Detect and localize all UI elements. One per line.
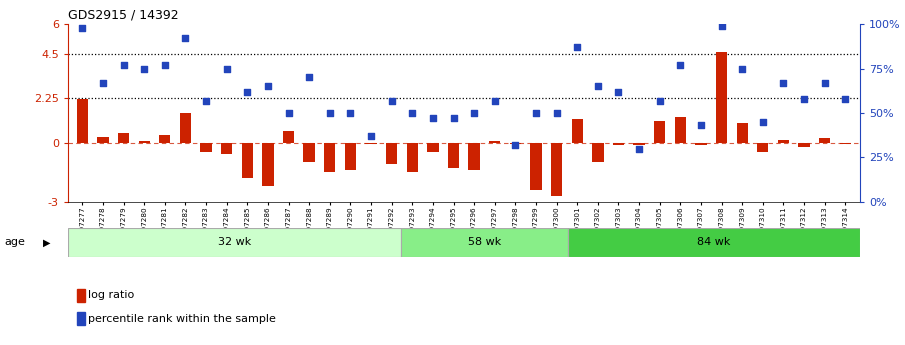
Bar — [97, 137, 109, 142]
Text: ▶: ▶ — [43, 237, 51, 247]
Point — [488, 98, 502, 103]
Text: log ratio: log ratio — [89, 290, 135, 300]
Point — [385, 98, 399, 103]
Point — [302, 75, 317, 80]
Point — [529, 110, 543, 116]
Bar — [798, 142, 810, 147]
Point — [570, 45, 585, 50]
Point — [591, 83, 605, 89]
Bar — [674, 117, 686, 142]
Point — [364, 133, 378, 139]
Bar — [819, 138, 831, 142]
Bar — [159, 135, 170, 142]
Bar — [262, 142, 273, 186]
Point — [817, 80, 832, 86]
Bar — [695, 142, 707, 145]
Bar — [200, 142, 212, 152]
Bar — [654, 121, 665, 142]
Point — [178, 36, 193, 41]
Point — [199, 98, 214, 103]
Point — [117, 62, 131, 68]
Text: 32 wk: 32 wk — [218, 237, 252, 247]
Bar — [386, 142, 397, 164]
Point — [653, 98, 667, 103]
Bar — [77, 99, 88, 142]
Point — [281, 110, 296, 116]
Point — [219, 66, 233, 71]
Bar — [737, 123, 748, 142]
Bar — [303, 142, 315, 162]
Point — [756, 119, 770, 125]
Bar — [77, 312, 85, 325]
Point — [137, 66, 151, 71]
Bar — [489, 141, 500, 142]
Bar — [221, 142, 233, 155]
Text: percentile rank within the sample: percentile rank within the sample — [89, 314, 276, 324]
Bar — [283, 131, 294, 142]
Bar — [68, 228, 401, 257]
Bar — [551, 142, 562, 196]
Bar — [613, 142, 624, 145]
Point — [261, 83, 275, 89]
Text: 58 wk: 58 wk — [468, 237, 501, 247]
Point — [425, 116, 440, 121]
Point — [75, 25, 90, 30]
Text: 84 wk: 84 wk — [697, 237, 730, 247]
Bar — [777, 140, 789, 142]
Bar — [401, 228, 568, 257]
Bar — [716, 52, 728, 142]
Bar — [757, 142, 768, 152]
Point — [96, 80, 110, 86]
Point — [343, 110, 357, 116]
Bar — [345, 142, 356, 170]
Point — [776, 80, 791, 86]
Point — [838, 96, 853, 101]
Point — [735, 66, 749, 71]
Bar — [572, 119, 583, 142]
Bar — [242, 142, 253, 178]
Bar — [180, 113, 191, 142]
Point — [796, 96, 811, 101]
Bar — [406, 142, 418, 172]
Bar — [448, 142, 459, 168]
Bar — [138, 141, 150, 142]
Point — [508, 142, 522, 148]
Point — [240, 89, 254, 95]
Bar — [592, 142, 604, 162]
Bar — [469, 142, 480, 170]
Point — [446, 116, 461, 121]
Bar — [530, 142, 542, 190]
Bar — [510, 142, 521, 144]
Point — [673, 62, 688, 68]
Bar — [366, 142, 376, 144]
Bar — [427, 142, 439, 152]
Point — [714, 23, 729, 29]
Point — [157, 62, 172, 68]
Bar — [840, 142, 851, 144]
Point — [549, 110, 564, 116]
Bar — [118, 133, 129, 142]
Point — [467, 110, 481, 116]
Text: age: age — [5, 237, 25, 247]
Point — [632, 146, 646, 151]
Bar — [568, 228, 860, 257]
Bar — [324, 142, 336, 172]
Bar — [634, 142, 644, 145]
Point — [694, 123, 709, 128]
Text: GDS2915 / 14392: GDS2915 / 14392 — [68, 9, 178, 22]
Point — [405, 110, 420, 116]
Point — [322, 110, 337, 116]
Bar — [77, 289, 85, 302]
Point — [611, 89, 625, 95]
